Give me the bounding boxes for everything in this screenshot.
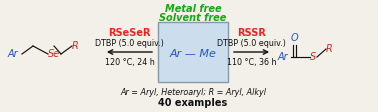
Text: Se: Se — [48, 49, 60, 59]
Text: R: R — [72, 41, 79, 51]
Text: Metal free: Metal free — [165, 4, 221, 14]
Text: Solvent free: Solvent free — [159, 13, 227, 23]
Text: RSSR: RSSR — [237, 28, 266, 38]
Text: DTBP (5.0 equiv.): DTBP (5.0 equiv.) — [95, 39, 164, 47]
Text: 40 examples: 40 examples — [158, 98, 228, 108]
Text: S: S — [310, 52, 316, 62]
Text: Ar: Ar — [8, 49, 19, 59]
Text: R: R — [326, 44, 333, 54]
Bar — [158, 22, 228, 82]
Text: Ar = Aryl, Heteroaryl; R = Aryl, Alkyl: Ar = Aryl, Heteroaryl; R = Aryl, Alkyl — [120, 88, 266, 97]
Text: DTBP (5.0 equiv.): DTBP (5.0 equiv.) — [217, 39, 286, 47]
Text: 110 °C, 36 h: 110 °C, 36 h — [227, 57, 276, 67]
Text: O: O — [290, 33, 298, 43]
Text: 120 °C, 24 h: 120 °C, 24 h — [105, 57, 154, 67]
Text: Ar — Me: Ar — Me — [170, 49, 217, 59]
Text: Ar: Ar — [278, 52, 289, 62]
Text: RSeSeR: RSeSeR — [108, 28, 151, 38]
